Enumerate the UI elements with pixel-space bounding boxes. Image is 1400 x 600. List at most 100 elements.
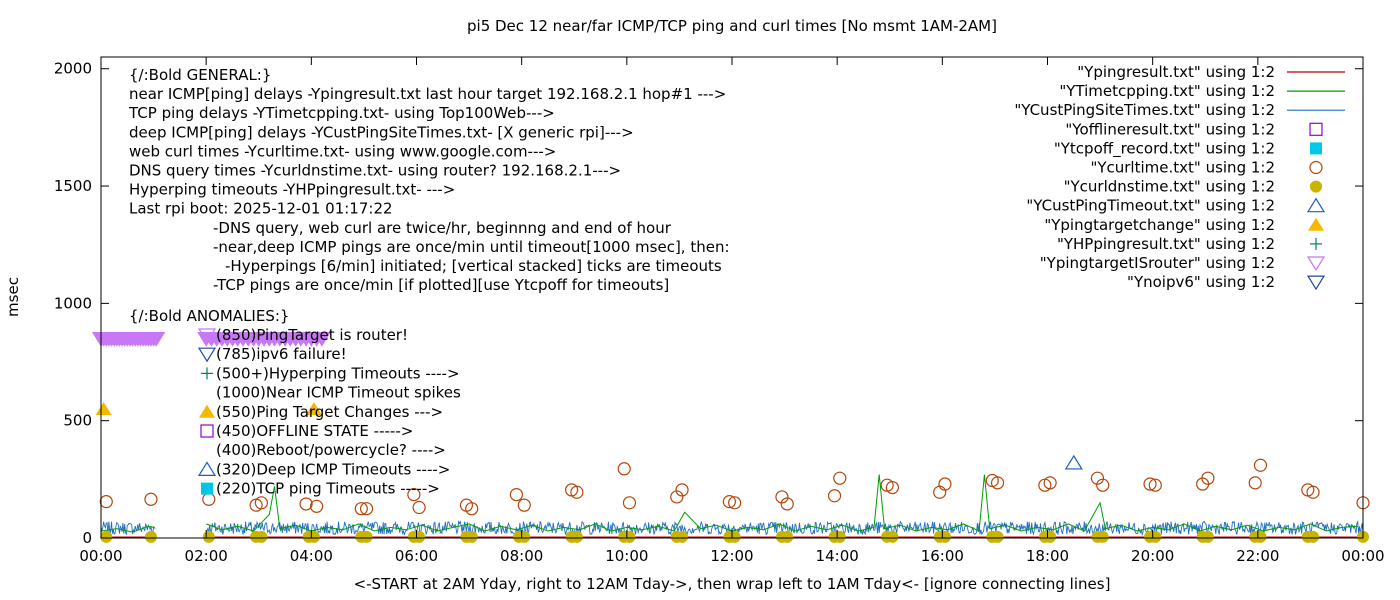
series-3-point [670, 490, 684, 504]
series-3-point [675, 483, 689, 497]
series-3-point [990, 476, 1005, 490]
series-3-point [1043, 476, 1057, 490]
annotation-line: DNS query times -Ycurldnstime.txt- using… [129, 162, 621, 180]
x-tick-label: 14:00 [816, 547, 859, 565]
series-0-point [147, 331, 166, 347]
anomaly-key-symbol [199, 404, 215, 418]
series-3-point [780, 497, 794, 511]
series-3-point [1096, 478, 1110, 492]
series-2-point [1064, 454, 1083, 470]
x-tick-label: 16:00 [921, 547, 964, 565]
series-3-point [1090, 471, 1105, 485]
legend-symbol [1310, 237, 1322, 250]
annotation-line: -near,deep ICMP pings are once/min until… [213, 238, 730, 256]
legend-label: "YCustPingTimeout.txt" using 1:2 [1026, 197, 1275, 215]
series-4-point [728, 530, 741, 543]
series-4-point [886, 530, 899, 543]
series-3-point [728, 496, 742, 510]
anomaly-key-label: (400)Reboot/powercycle? ----> [216, 441, 446, 459]
series-3-point [570, 485, 584, 499]
chart-title: pi5 Dec 12 near/far ICMP/TCP ping and cu… [467, 17, 997, 35]
annotation-line: {/:Bold ANOMALIES:} [129, 307, 289, 325]
annotation-line: -Hyperpings [6/min] initiated; [vertical… [225, 257, 722, 275]
series-3-point [938, 477, 952, 491]
x-tick-label: 04:00 [290, 547, 333, 565]
series-4-point [833, 530, 846, 543]
series-5-line [100, 474, 1358, 533]
legend-label: "YTimetcpping.txt" using 1:2 [1059, 82, 1275, 100]
annotation-line: near ICMP[ping] delays -Ypingresult.txt … [129, 85, 726, 103]
annotation-line: {/:Bold GENERAL:} [129, 66, 271, 84]
series-3-point [827, 489, 842, 503]
series-3-point [617, 462, 631, 476]
y-tick-label: 500 [63, 412, 92, 430]
x-tick-label: 00:00 [1341, 547, 1384, 565]
annotation-line: web curl times -Ycurltime.txt- using www… [129, 142, 556, 160]
legend-label: "YHPpingresult.txt" using 1:2 [1057, 235, 1275, 253]
series-1-point [305, 401, 322, 415]
anomaly-key-label: (550)Ping Target Changes ---> [216, 403, 443, 421]
series-3-point [254, 496, 268, 510]
series-3-point [1248, 476, 1262, 490]
series-3-point [407, 487, 421, 502]
series-0-point [312, 331, 331, 347]
annotation-layer: {/:Bold GENERAL:}near ICMP[ping] delays … [128, 66, 730, 325]
series-3-point [885, 480, 899, 495]
legend-label: "Ypingtargetchange" using 1:2 [1044, 216, 1275, 234]
anomaly-key-label: (320)Deep ICMP Timeouts ----> [216, 460, 450, 478]
anomaly-key-label: (785)ipv6 failure! [216, 345, 347, 363]
x-tick-label: 06:00 [395, 547, 438, 565]
x-tick-label: 20:00 [1131, 547, 1174, 565]
series-3-point [309, 499, 324, 513]
anomaly-key-label: (450)OFFLINE STATE -----> [216, 422, 413, 440]
series-3-point [299, 497, 313, 511]
legend-label: "Ynoipv6" using 1:2 [1127, 273, 1275, 291]
legend-label: "Ypingresult.txt" using 1:2 [1077, 63, 1275, 81]
series-3-point [1143, 477, 1157, 491]
series-layer [91, 331, 1370, 543]
anomaly-key-label: (1000)Near ICMP Timeout spikes [216, 384, 461, 402]
anomaly-key-label: (850)PingTarget is router! [216, 326, 408, 344]
series-3-point [622, 496, 637, 510]
legend-label: "Yofflineresult.txt" using 1:2 [1065, 120, 1275, 138]
series-4-point [1307, 530, 1320, 543]
series-4-point [307, 530, 320, 543]
axis-layer: 0 500 1000 1500 2000 00:00 02:00 04:00 06:00 08:0… [54, 57, 1385, 565]
series-4-point [1044, 530, 1057, 543]
legend-label: "Ycurltime.txt" using 1:2 [1090, 159, 1275, 177]
series-3-point [1148, 478, 1162, 492]
series-deep-icmp-line [100, 519, 1364, 537]
series-4-point [465, 530, 478, 543]
series-3-point [465, 502, 479, 516]
annotation-line: TCP ping delays -YTimetcpping.txt- using… [128, 104, 555, 122]
legend-label: "YCustPingSiteTimes.txt" using 1:2 [1014, 101, 1275, 119]
anomaly-key-label: (220)TCP ping Timeouts -----> [216, 480, 440, 498]
series-3-point [722, 495, 736, 509]
series-4-point [991, 530, 1004, 543]
annotation-line: -DNS query, web curl are twice/hr, begin… [213, 219, 672, 237]
y-tick-label: 0 [82, 529, 92, 547]
series-3-point [412, 500, 426, 515]
legend-label: "Ycurldnstime.txt" using 1:2 [1064, 178, 1275, 196]
legend-symbol [1306, 275, 1326, 291]
series-3-point [354, 502, 368, 516]
series-4-point [1149, 530, 1162, 543]
series-3-point [775, 490, 789, 504]
series-3-point [359, 502, 374, 516]
series-4-point [413, 530, 426, 543]
series-4-point [781, 530, 794, 543]
y-tick-label: 2000 [54, 60, 92, 78]
anomaly-key-symbol [197, 461, 217, 476]
series-4-point [1096, 530, 1109, 543]
series-4-point [144, 530, 157, 543]
x-tick-label: 08:00 [500, 547, 543, 565]
x-tick-label: 10:00 [605, 547, 648, 565]
anomaly-key-symbol [201, 482, 213, 495]
annotation-line: deep ICMP[ping] delays -YCustPingSiteTim… [129, 123, 634, 141]
series-3-point [1253, 458, 1268, 472]
anomaly-key-label: (500+)Hyperping Timeouts ----> [216, 364, 460, 382]
series-3-point [933, 485, 947, 499]
series-4-point [623, 530, 636, 543]
